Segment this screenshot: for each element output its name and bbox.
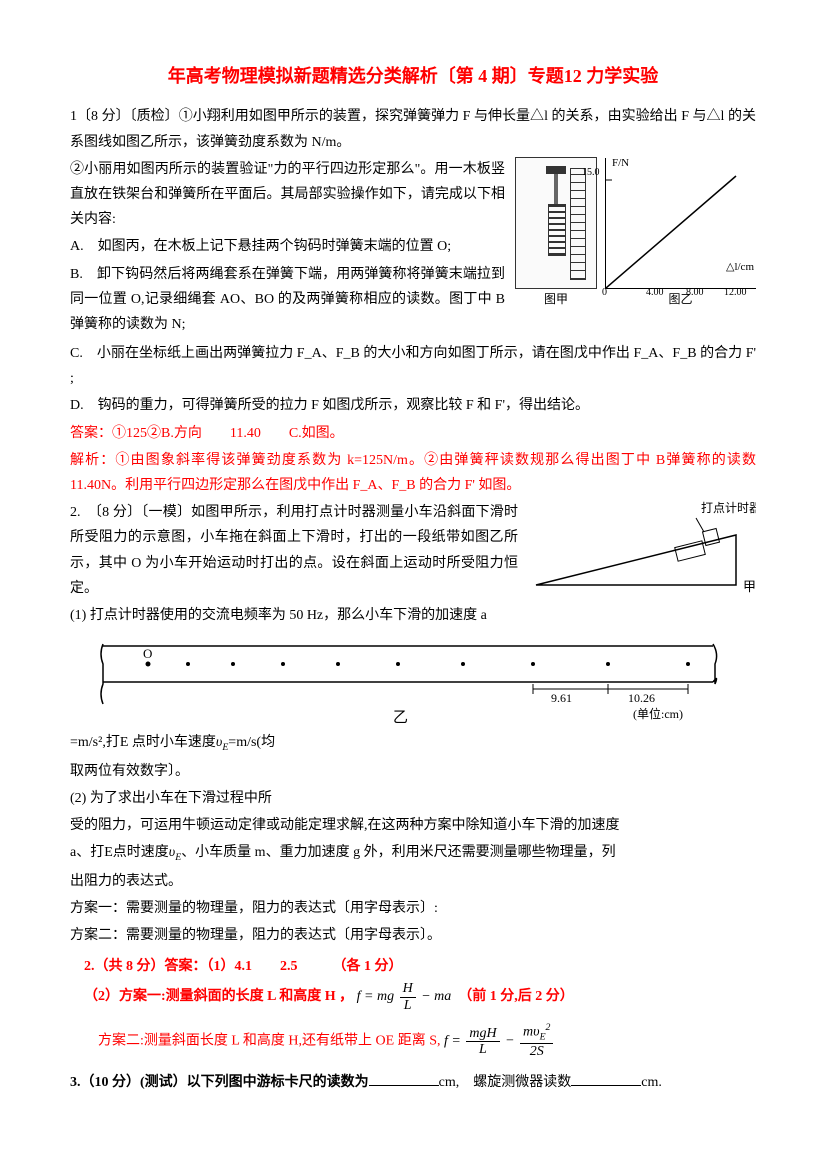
q2-p1d: 取两位有效数字〕。	[70, 759, 756, 784]
q2-p1a: (1) 打点计时器使用的交流电频率为 50 Hz，那么小车下滑的加速度 a	[70, 603, 756, 628]
page-title: 年高考物理模拟新题精选分类解析〔第 4 期〕专题12 力学实验	[70, 60, 756, 92]
q2-p5: 出阻力的表达式。	[70, 869, 756, 894]
q2-m2: 方案二：需要测量的物理量，阻力的表达式〔用字母表示〕。	[70, 923, 756, 948]
q1-figures: 图甲 F/N 15.0 △l/cm 0 4.00 8.00 12.00 图乙	[515, 157, 756, 311]
blank-1	[369, 1071, 439, 1086]
figure-yi-graph: F/N 15.0 △l/cm 0 4.00 8.00 12.00	[605, 158, 756, 289]
q2-answer-m2: 方案二:测量斜面长度 L 和高度 H,还有纸带上 OE 距离 S, f = mg…	[98, 1023, 756, 1060]
q2-p1b: =m/s²,打E 点时小车速度υE=m/s(均	[70, 730, 756, 756]
x-tick-2: 8.00	[686, 284, 704, 302]
svg-text:9.61: 9.61	[551, 691, 572, 705]
x-tick-1: 4.00	[646, 284, 664, 302]
timer-label: 打点计时器	[701, 501, 756, 515]
q2-p3: 受的阻力，可运用牛顿运动定律或动能定理求解,在这两种方案中除知道小车下滑的加速度	[70, 813, 756, 838]
figure-yi-caption: 乙	[393, 705, 408, 732]
q2-answer-m1: （2）方案一:测量斜面的长度 L 和高度 H ， f = mg HL − ma …	[84, 981, 756, 1013]
y-tick: 15.0	[582, 164, 600, 182]
q2-p4: a、打E点时速度υE、小车质量 m、重力加速度 g 外，利用米尺还需要测量哪些物…	[70, 840, 756, 866]
x-axis-label: △l/cm	[726, 258, 754, 278]
q1-C: C. 小丽在坐标纸上画出两弹簧拉力 F_A、F_B 的大小和方向如图丁所示，请在…	[70, 341, 756, 391]
figure-jia-label: 图甲	[515, 289, 597, 311]
blank-2	[571, 1071, 641, 1086]
figure-tape: O 9.61 10.26 (单位:cm) 乙	[93, 634, 733, 724]
q2-p2: (2) 为了求出小车在下滑过程中所	[70, 786, 756, 811]
x-tick-3: 12.00	[724, 284, 747, 302]
figure-jia-caption: 甲	[743, 575, 756, 598]
svg-text:O: O	[143, 646, 152, 661]
svg-text:10.26: 10.26	[628, 691, 655, 705]
q1-intro: 1〔8 分〕〔质检〕①小翔利用如图甲所示的装置，探究弹簧弹力 F 与伸长量△l …	[70, 104, 756, 154]
q2-m1: 方案一：需要测量的物理量，阻力的表达式〔用字母表示〕:	[70, 896, 756, 921]
q3-text: 3.（10 分）(测试）以下列图中游标卡尺的读数为cm, 螺旋测微器读数cm.	[70, 1070, 756, 1095]
q1-D: D. 钩码的重力，可得弹簧所受的拉力 F 如图戊所示，观察比较 F 和 F'，得…	[70, 393, 756, 418]
x-tick-0: 0	[602, 284, 607, 302]
q1-answer: 答案：①125②B.方向 11.40 C.如图。	[70, 421, 756, 446]
q1-explanation: 解析：①由图象斜率得该弹簧劲度系数为 k=125N/m。②由弹簧秤读数规那么得出…	[70, 448, 756, 498]
svg-text:(单位:cm): (单位:cm)	[633, 706, 683, 721]
figure-incline: 打点计时器 甲	[526, 500, 756, 590]
q2-answer-header: 2.（共 8 分）答案：（1）4.1 2.5 （各 1 分）	[84, 954, 756, 979]
